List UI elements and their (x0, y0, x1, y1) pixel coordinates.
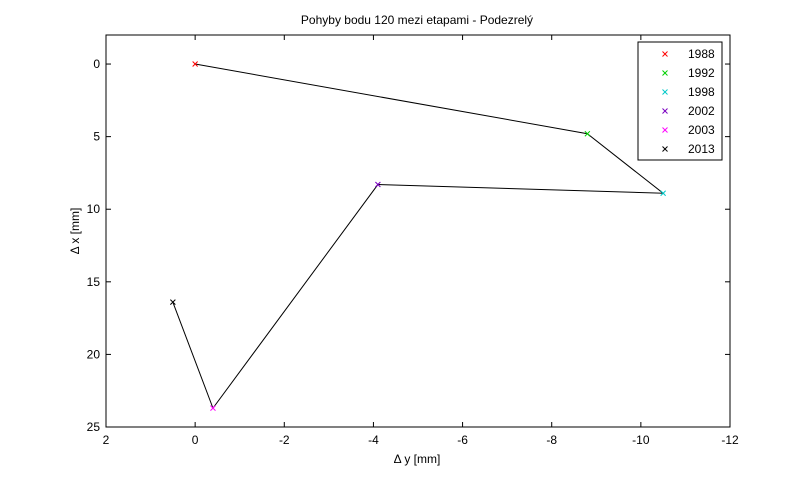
y-tick-label: 0 (93, 57, 100, 71)
point-1998 (660, 190, 666, 197)
point-2013 (170, 299, 176, 305)
marker-stroke (210, 405, 216, 411)
legend-label-2003: 2003 (688, 123, 715, 137)
plot-area (105, 34, 731, 428)
legend-marker-2003 (662, 127, 668, 133)
x-tick-label: 0 (192, 433, 199, 447)
y-tick-label: 10 (87, 202, 101, 216)
point-2003 (210, 405, 216, 411)
legend-label-2013: 2013 (688, 142, 715, 156)
x-tick-label: -12 (721, 433, 739, 447)
x-tick-label: -2 (279, 433, 290, 447)
y-tick-label: 20 (87, 347, 101, 361)
point-1988 (192, 61, 198, 67)
marker-stroke (170, 299, 176, 305)
x-tick-label: -4 (368, 433, 379, 447)
legend-marker-2013 (662, 146, 668, 152)
y-axis-label: Δ x [mm] (68, 208, 82, 255)
x-tick-label: 2 (103, 433, 110, 447)
x-tick-label: -8 (546, 433, 557, 447)
marker-stroke (660, 190, 666, 197)
marker-stroke (662, 146, 668, 152)
data-series (170, 61, 666, 411)
point-2002 (375, 181, 381, 188)
legend-marker-1998 (662, 89, 668, 95)
legend-box (637, 41, 723, 161)
marker-stroke (375, 181, 381, 188)
marker-stroke (662, 127, 668, 133)
legend-marker-2002 (662, 108, 668, 114)
x-tick-label: -6 (457, 433, 468, 447)
x-axis-label: Δ y [mm] (394, 452, 441, 466)
chart-title: Pohyby bodu 120 mezi etapami - Podezrelý (301, 13, 533, 27)
y-tick-label: 5 (93, 130, 100, 144)
legend-label-1992: 1992 (688, 66, 715, 80)
legend-label-1998: 1998 (688, 85, 715, 99)
point-1992 (584, 130, 591, 137)
y-tick-label: 25 (87, 420, 101, 434)
y-tick-label: 15 (87, 275, 101, 289)
legend-label-2002: 2002 (688, 104, 715, 118)
marker-stroke (662, 51, 668, 57)
legend-marker-1988 (662, 51, 668, 57)
marker-stroke (662, 89, 668, 95)
x-tick-label: -10 (632, 433, 650, 447)
marker-stroke (662, 108, 668, 114)
marker-stroke (192, 61, 198, 67)
legend-label-1988: 1988 (688, 47, 715, 61)
marker-stroke (662, 70, 668, 76)
legend-marker-1992 (662, 70, 668, 76)
legend: 1988 1992 1998 2002 2003 2013 (637, 41, 723, 161)
movement-line (172, 63, 665, 410)
marker-stroke (584, 130, 591, 137)
